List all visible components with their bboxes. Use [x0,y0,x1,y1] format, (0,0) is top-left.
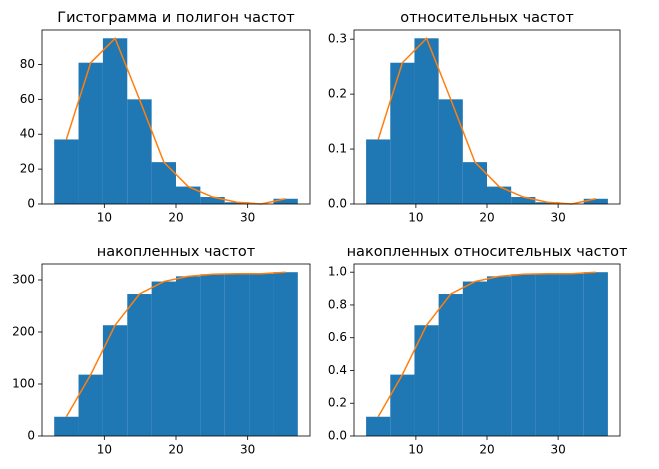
bar [176,276,201,436]
bar [390,62,415,205]
y-tick-label: 0.2 [328,87,347,101]
bar [583,272,608,436]
bar [414,325,439,436]
bar [224,202,250,204]
y-tick-label: 40 [20,127,35,141]
bar [200,274,225,436]
y-tick-label: 0.4 [328,363,347,377]
bar [54,139,79,204]
frequency-polygon [65,36,286,205]
y-tick-label: 1.0 [328,265,347,279]
y-tick-label: 0.8 [328,297,347,311]
bar [151,281,176,436]
y-tick-label: 0.3 [328,32,347,46]
y-tick-label: 0.6 [328,330,347,344]
chart-title: относительных частот [400,10,574,26]
x-tick-label: 10 [408,211,423,225]
x-tick-label: 30 [550,211,565,225]
bar [273,272,298,436]
bar [366,139,391,204]
bar [102,325,128,436]
bar [438,99,463,204]
bar [200,197,225,204]
y-tick-label: 0.0 [328,197,347,211]
x-tick-label: 30 [240,211,255,225]
bar [511,274,536,436]
bar [583,198,608,204]
bar [176,186,201,204]
bar [249,273,274,436]
bar [102,38,128,205]
frequency-polygon [377,271,596,418]
bar [462,281,487,436]
y-tick-label: 20 [20,162,35,176]
bar [535,202,560,204]
bar [273,198,298,204]
bar [127,294,152,436]
y-tick-label: 200 [12,324,35,338]
bar [414,38,439,205]
bar [511,197,536,204]
bar [54,416,79,436]
bar [390,374,415,436]
y-tick-label: 0 [27,197,35,211]
chart-title: Гистограмма и полигон частот [57,10,295,26]
x-tick-label: 20 [168,211,183,225]
x-tick-label: 20 [479,443,494,457]
frequency-polygon [65,271,286,418]
bar [151,162,176,204]
y-tick-label: 0.2 [328,396,347,410]
y-tick-label: 300 [12,272,35,286]
x-tick-label: 10 [408,443,423,457]
x-tick-label: 20 [168,443,183,457]
y-tick-label: 0 [27,429,35,443]
bar [535,273,560,436]
bar [78,62,103,204]
bar [366,416,391,436]
bar [462,162,487,204]
bar [127,99,152,204]
y-tick-label: 0.0 [328,429,347,443]
y-tick-label: 60 [20,92,35,106]
x-tick-label: 10 [97,443,112,457]
chart-title: накопленных частот [97,244,256,260]
frequency-polygon [377,36,596,205]
bar [559,273,584,436]
x-tick-label: 20 [479,211,494,225]
bar [438,294,463,436]
y-tick-label: 80 [20,57,35,71]
y-tick-label: 100 [12,376,35,390]
bar [487,276,512,436]
x-tick-label: 10 [97,211,112,225]
y-tick-label: 0.1 [328,142,347,156]
x-tick-label: 30 [240,443,255,457]
bar [78,374,103,436]
x-tick-label: 30 [550,443,565,457]
bar [487,186,512,204]
chart-title: накопленных относительных частот [347,244,628,260]
bar [224,273,250,436]
